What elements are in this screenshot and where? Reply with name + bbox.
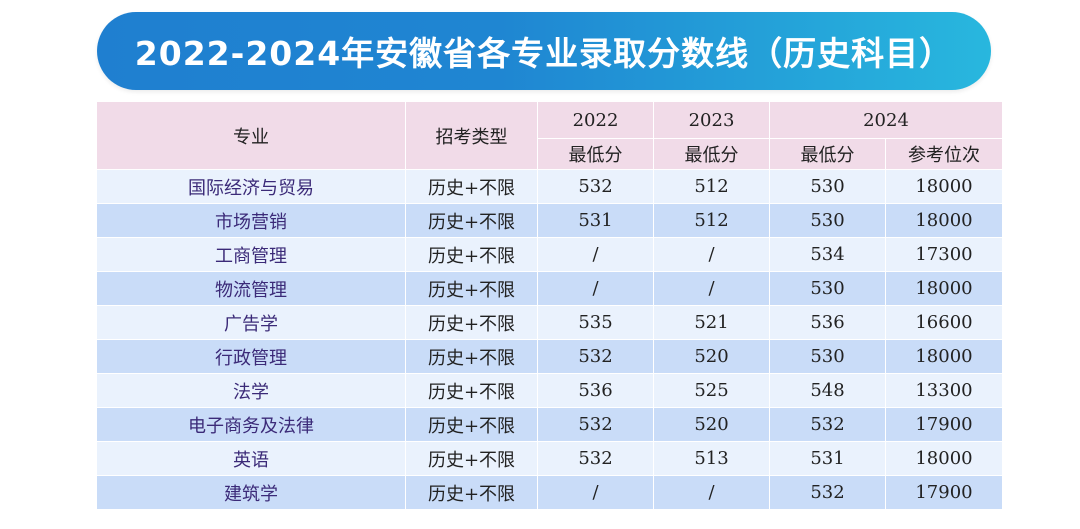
table-row: 电子商务及法律 历史+不限 532 520 532 17900 bbox=[96, 407, 1003, 442]
column-header-type: 招考类型 bbox=[405, 101, 538, 170]
score-2023-cell: / bbox=[653, 271, 770, 306]
score-2024-cell: 532 bbox=[769, 407, 886, 442]
type-cell: 历史+不限 bbox=[405, 475, 538, 510]
column-header-min-2023: 最低分 bbox=[653, 138, 770, 170]
table-row: 行政管理 历史+不限 532 520 530 18000 bbox=[96, 339, 1003, 374]
score-2023-cell: 525 bbox=[653, 373, 770, 408]
score-2022-cell: / bbox=[537, 475, 654, 510]
rank-2024-cell: 17300 bbox=[885, 237, 1003, 272]
column-header-2023: 2023 bbox=[653, 101, 770, 139]
score-2022-cell: 532 bbox=[537, 407, 654, 442]
column-header-min-2024: 最低分 bbox=[769, 138, 886, 170]
major-cell: 物流管理 bbox=[96, 271, 406, 306]
score-2022-cell: 532 bbox=[537, 339, 654, 374]
rank-2024-cell: 18000 bbox=[885, 339, 1003, 374]
type-cell: 历史+不限 bbox=[405, 441, 538, 476]
score-2023-cell: 512 bbox=[653, 203, 770, 238]
table-row: 广告学 历史+不限 535 521 536 16600 bbox=[96, 305, 1003, 340]
table-row: 市场营销 历史+不限 531 512 530 18000 bbox=[96, 203, 1003, 238]
column-header-2022: 2022 bbox=[537, 101, 654, 139]
major-cell: 工商管理 bbox=[96, 237, 406, 272]
type-cell: 历史+不限 bbox=[405, 373, 538, 408]
table-row: 工商管理 历史+不限 //534 17300 bbox=[96, 237, 1003, 272]
score-2022-cell: / bbox=[537, 237, 654, 272]
score-2022-cell: 535 bbox=[537, 305, 654, 340]
rank-2024-cell: 18000 bbox=[885, 271, 1003, 306]
type-cell: 历史+不限 bbox=[405, 339, 538, 374]
score-2024-cell: 530 bbox=[769, 271, 886, 306]
table-row: 国际经济与贸易 历史+不限 532 512 530 18000 bbox=[96, 169, 1003, 204]
header-row-years: 专业 招考类型 2022 2023 2024 bbox=[96, 101, 1003, 170]
rank-2024-cell: 13300 bbox=[885, 373, 1003, 408]
table-row: 法学 历史+不限 536 525 548 13300 bbox=[96, 373, 1003, 408]
score-2022-cell: 536 bbox=[537, 373, 654, 408]
score-2023-cell: 520 bbox=[653, 407, 770, 442]
score-2024-cell: 532 bbox=[769, 475, 886, 510]
score-2023-cell: / bbox=[653, 475, 770, 510]
title-banner: 2022-2024年安徽省各专业录取分数线（历史科目） bbox=[97, 12, 991, 90]
type-cell: 历史+不限 bbox=[405, 203, 538, 238]
page-title: 2022-2024年安徽省各专业录取分数线（历史科目） bbox=[134, 34, 954, 73]
type-cell: 历史+不限 bbox=[405, 407, 538, 442]
score-2023-cell: 520 bbox=[653, 339, 770, 374]
score-2024-cell: 531 bbox=[769, 441, 886, 476]
table-row: 物流管理 历史+不限 //530 18000 bbox=[96, 271, 1003, 306]
table-row: 建筑学 历史+不限 //532 17900 bbox=[96, 475, 1003, 510]
major-cell: 行政管理 bbox=[96, 339, 406, 374]
column-header-min-2022: 最低分 bbox=[537, 138, 654, 170]
column-header-major: 专业 bbox=[96, 101, 406, 170]
type-cell: 历史+不限 bbox=[405, 305, 538, 340]
major-cell: 法学 bbox=[96, 373, 406, 408]
major-cell: 建筑学 bbox=[96, 475, 406, 510]
score-2024-cell: 530 bbox=[769, 203, 886, 238]
score-2024-cell: 536 bbox=[769, 305, 886, 340]
score-2024-cell: 530 bbox=[769, 169, 886, 204]
score-2024-cell: 530 bbox=[769, 339, 886, 374]
score-2024-cell: 548 bbox=[769, 373, 886, 408]
major-cell: 市场营销 bbox=[96, 203, 406, 238]
rank-2024-cell: 17900 bbox=[885, 475, 1003, 510]
table-row: 英语 历史+不限 532 513 531 18000 bbox=[96, 441, 1003, 476]
major-cell: 国际经济与贸易 bbox=[96, 169, 406, 204]
score-2022-cell: / bbox=[537, 271, 654, 306]
major-cell: 电子商务及法律 bbox=[96, 407, 406, 442]
type-cell: 历史+不限 bbox=[405, 169, 538, 204]
score-2022-cell: 532 bbox=[537, 169, 654, 204]
score-2023-cell: 513 bbox=[653, 441, 770, 476]
score-2023-cell: 512 bbox=[653, 169, 770, 204]
admission-scores-table: 专业 招考类型 2022 2023 2024 最低分 最低分 最低分 参考位次 … bbox=[96, 101, 1003, 510]
score-2022-cell: 531 bbox=[537, 203, 654, 238]
rank-2024-cell: 18000 bbox=[885, 169, 1003, 204]
rank-2024-cell: 18000 bbox=[885, 441, 1003, 476]
score-2022-cell: 532 bbox=[537, 441, 654, 476]
score-2023-cell: 521 bbox=[653, 305, 770, 340]
type-cell: 历史+不限 bbox=[405, 237, 538, 272]
score-2024-cell: 534 bbox=[769, 237, 886, 272]
type-cell: 历史+不限 bbox=[405, 271, 538, 306]
header-row-fields: 最低分 最低分 最低分 参考位次 bbox=[97, 138, 1003, 170]
major-cell: 英语 bbox=[96, 441, 406, 476]
rank-2024-cell: 17900 bbox=[885, 407, 1003, 442]
rank-2024-cell: 16600 bbox=[885, 305, 1003, 340]
score-2023-cell: / bbox=[653, 237, 770, 272]
column-header-2024: 2024 bbox=[769, 101, 1003, 139]
major-cell: 广告学 bbox=[96, 305, 406, 340]
rank-2024-cell: 18000 bbox=[885, 203, 1003, 238]
column-header-rank-2024: 参考位次 bbox=[885, 138, 1003, 170]
